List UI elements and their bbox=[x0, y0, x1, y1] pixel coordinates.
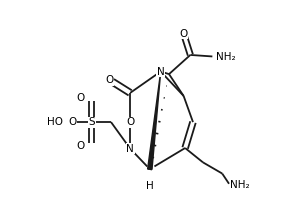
Text: N: N bbox=[157, 66, 164, 77]
Text: NH₂: NH₂ bbox=[216, 52, 235, 62]
Text: O: O bbox=[68, 117, 77, 127]
Text: N: N bbox=[126, 144, 134, 154]
Text: O: O bbox=[126, 117, 134, 127]
Text: O: O bbox=[77, 93, 85, 103]
Text: NH₂: NH₂ bbox=[230, 180, 250, 190]
Text: O: O bbox=[105, 75, 114, 85]
Text: H: H bbox=[146, 181, 154, 191]
Text: O: O bbox=[179, 29, 188, 39]
Polygon shape bbox=[148, 72, 161, 169]
Text: S: S bbox=[88, 117, 95, 127]
Text: O: O bbox=[77, 141, 85, 152]
Text: HO: HO bbox=[47, 117, 63, 127]
